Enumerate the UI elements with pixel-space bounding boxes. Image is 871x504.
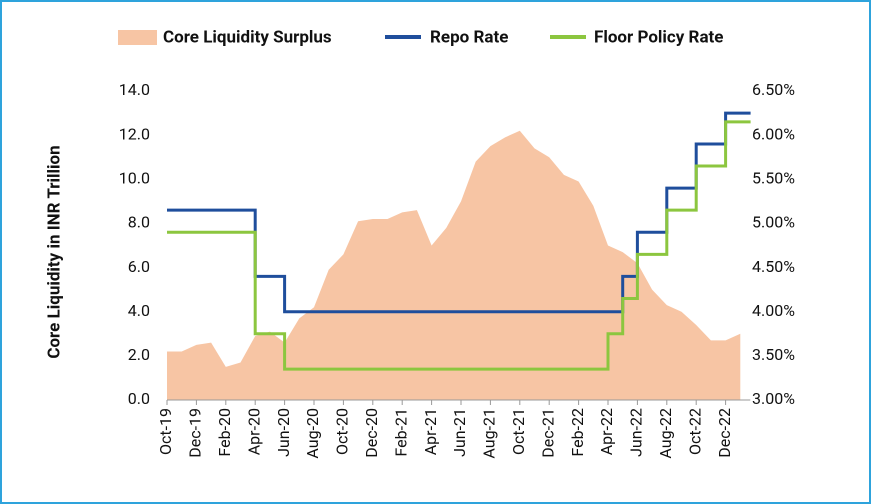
x-tick-label: Oct-20 (333, 408, 352, 455)
x-tick-label: Feb-22 (568, 408, 587, 457)
x-tick-label: Jun-21 (450, 408, 469, 457)
y2-tick-label: 4.50% (752, 257, 795, 276)
x-tick-label: Jun-20 (274, 408, 293, 457)
x-tick-label: Apr-22 (597, 408, 616, 455)
y-tick-label: 8.0 (128, 213, 150, 232)
y-tick-label: 0.0 (128, 389, 150, 408)
x-tick-label: Aug-21 (480, 408, 499, 459)
y-tick-label: 10.0 (119, 169, 150, 188)
x-tick-label: Aug-20 (303, 408, 322, 459)
y2-tick-label: 6.50% (752, 80, 795, 99)
x-tick-label: Jun-22 (627, 408, 646, 457)
x-tick-label: Dec-20 (362, 408, 381, 458)
y2-tick-label: 5.50% (752, 169, 795, 188)
y2-tick-label: 3.00% (752, 389, 795, 408)
x-tick-label: Aug-22 (656, 408, 675, 459)
x-tick-label: Oct-21 (509, 408, 528, 455)
y-tick-label: 6.0 (128, 257, 150, 276)
x-tick-label: Apr-21 (421, 408, 440, 455)
x-tick-label: Dec-19 (186, 408, 205, 458)
legend-swatch (118, 30, 157, 45)
y2-tick-label: 4.00% (752, 301, 795, 320)
x-tick-label: Oct-22 (685, 408, 704, 455)
y-tick-label: 12.0 (119, 124, 150, 143)
x-tick-label: Oct-19 (156, 408, 175, 455)
x-tick-label: Dec-22 (715, 408, 734, 458)
x-tick-label: Apr-20 (244, 408, 263, 455)
x-tick-label: Feb-21 (391, 408, 410, 457)
legend-label: Floor Policy Rate (594, 27, 723, 47)
y2-tick-label: 6.00% (752, 124, 795, 143)
y-tick-label: 4.0 (128, 301, 150, 320)
legend-label: Core Liquidity Surplus (163, 27, 332, 47)
area (167, 130, 741, 400)
legend-label: Repo Rate (430, 27, 508, 47)
y-axis-title: Core Liquidity in INR Trillion (44, 145, 64, 358)
line (167, 120, 751, 371)
x-tick-label: Feb-20 (215, 408, 234, 457)
y-tick-label: 14.0 (119, 80, 150, 99)
x-tick-label: Dec-21 (538, 408, 557, 458)
y2-tick-label: 5.00% (752, 213, 795, 232)
y2-tick-label: 3.50% (752, 345, 795, 364)
y-tick-label: 2.0 (128, 345, 150, 364)
line (167, 111, 751, 314)
